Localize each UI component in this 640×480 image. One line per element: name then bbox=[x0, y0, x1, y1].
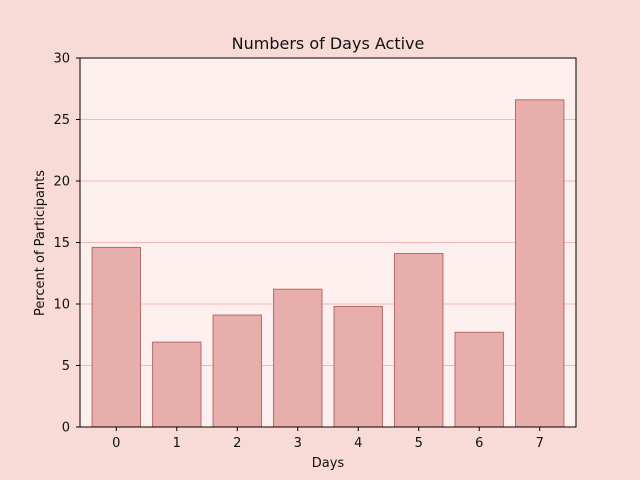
bar-day-3 bbox=[273, 288, 323, 428]
y-axis-label: Percent of Participants bbox=[33, 170, 48, 316]
y-axis: 0 5 10 15 20 25 30 bbox=[53, 52, 80, 436]
x-axis-label: Days bbox=[312, 456, 345, 471]
y-tick-label: 15 bbox=[53, 236, 70, 251]
y-tick-label: 10 bbox=[53, 298, 70, 313]
bar-day-0 bbox=[91, 246, 141, 428]
y-tick-label: 25 bbox=[53, 113, 70, 128]
y-tick-label: 20 bbox=[53, 175, 70, 190]
bar-day-2 bbox=[212, 314, 262, 428]
bar-day-6 bbox=[454, 331, 504, 428]
y-tick-label: 5 bbox=[62, 359, 70, 374]
x-tick-label: 3 bbox=[294, 436, 302, 451]
x-tick-label: 4 bbox=[354, 436, 362, 451]
x-tick-label: 2 bbox=[233, 436, 241, 451]
bar-day-4 bbox=[333, 305, 383, 428]
bars bbox=[91, 99, 565, 428]
bar-day-1 bbox=[152, 341, 202, 428]
y-tick-label: 30 bbox=[53, 52, 70, 67]
chart-title: Numbers of Days Active bbox=[232, 34, 425, 53]
x-tick-label: 1 bbox=[173, 436, 181, 451]
y-tick-label: 0 bbox=[62, 421, 70, 436]
x-tick-label: 6 bbox=[475, 436, 483, 451]
x-tick-label: 5 bbox=[415, 436, 423, 451]
bar-day-5 bbox=[394, 253, 444, 428]
bar-day-7 bbox=[515, 99, 565, 428]
x-axis: 0 1 2 3 4 5 6 7 bbox=[112, 427, 544, 451]
x-tick-label: 7 bbox=[536, 436, 544, 451]
x-tick-label: 0 bbox=[112, 436, 120, 451]
